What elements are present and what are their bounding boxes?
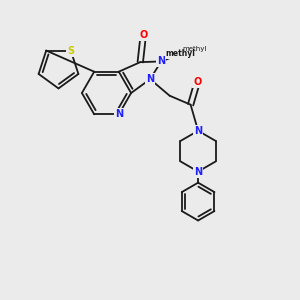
Text: O: O (139, 30, 147, 40)
Text: N: N (157, 56, 165, 66)
Text: methyl: methyl (182, 46, 206, 52)
Text: O: O (193, 77, 201, 87)
Text: N: N (146, 74, 154, 84)
Text: S: S (67, 46, 74, 56)
Text: N: N (194, 167, 202, 177)
Text: methyl: methyl (166, 50, 196, 58)
Text: N: N (115, 109, 123, 119)
Text: N: N (194, 126, 202, 136)
